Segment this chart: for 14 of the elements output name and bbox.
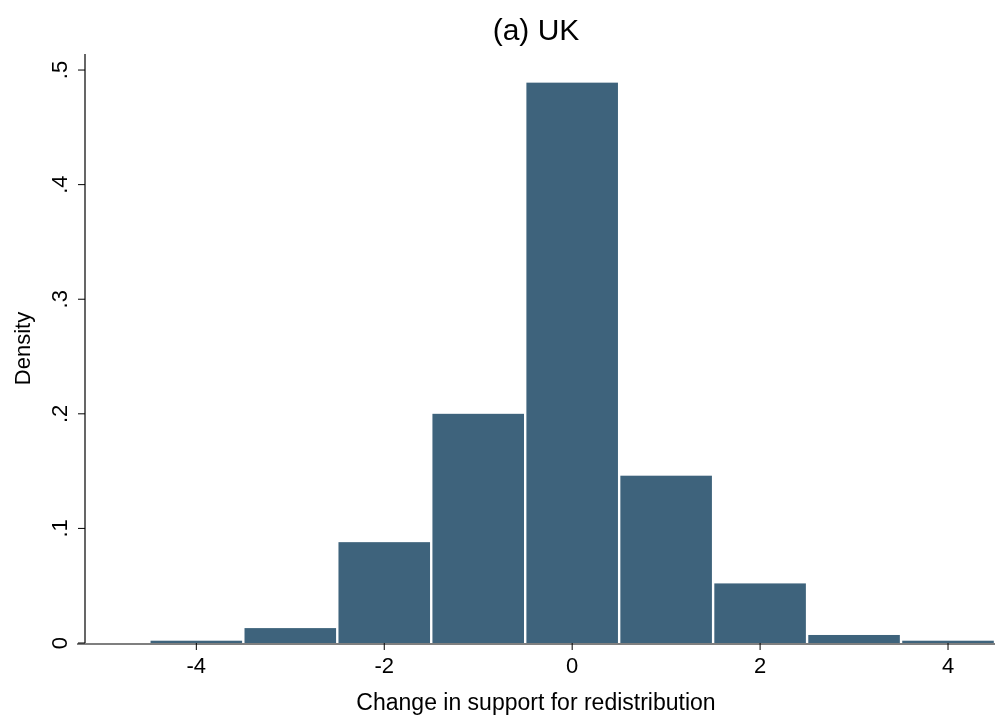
y-tick-label: .2 bbox=[47, 404, 72, 423]
x-tick-label: -2 bbox=[374, 653, 395, 678]
x-tick-label: 0 bbox=[566, 653, 579, 678]
y-tick-label: .5 bbox=[47, 60, 72, 80]
x-tick-label: 4 bbox=[941, 653, 955, 678]
x-tick-label: 2 bbox=[753, 653, 767, 678]
y-tick-label: .3 bbox=[47, 290, 72, 309]
y-tick-label: 0 bbox=[47, 636, 72, 650]
y-tick-label: .1 bbox=[47, 519, 72, 538]
y-tick-label: .4 bbox=[47, 175, 72, 194]
x-axis-title: Change in support for redistribution bbox=[356, 689, 716, 715]
y-axis-title: Density bbox=[10, 311, 35, 386]
x-tick-label: -4 bbox=[186, 653, 207, 678]
chart-title: (a) UK bbox=[492, 13, 580, 46]
